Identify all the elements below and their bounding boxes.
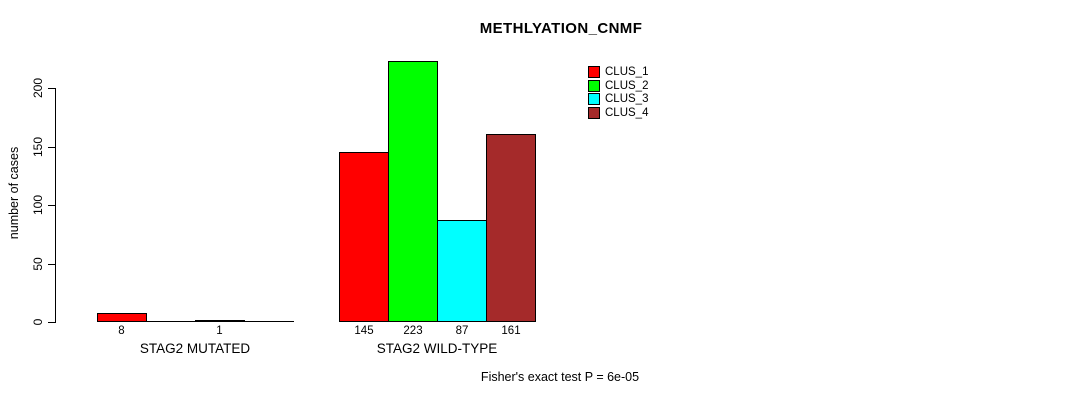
bar-clus_1-stag2-mutated: [96, 313, 147, 322]
legend-swatch-clus_2: [588, 79, 600, 92]
bar-value-label: 223: [403, 325, 423, 337]
y-tick: [48, 204, 55, 206]
y-tick: [48, 146, 55, 148]
y-tick: [48, 87, 55, 89]
legend-label: CLUS_2: [605, 79, 649, 92]
y-tick-label: 100: [31, 194, 45, 216]
bar-value-label: 145: [354, 325, 374, 337]
x-group-label-stag2-mutated: STAG2 MUTATED: [139, 341, 251, 356]
bar-clus_4-stag2-wild-type: [486, 134, 536, 322]
y-tick-label: 0: [31, 318, 45, 326]
y-tick-label: 150: [31, 136, 45, 157]
legend-swatch-clus_3: [588, 93, 600, 105]
legend-label: CLUS_3: [605, 93, 649, 105]
y-tick-label: 50: [31, 256, 45, 271]
y-tick: [48, 321, 55, 323]
bar-value-label: 161: [501, 325, 521, 337]
legend-label: CLUS_4: [605, 106, 649, 119]
bar-clus_4-stag2-mutated: [243, 321, 294, 322]
y-tick-label: 200: [31, 77, 45, 99]
y-axis-label: number of cases: [7, 146, 21, 240]
bar-clus_1-stag2-wild-type: [339, 152, 389, 322]
legend-item-clus_4: CLUS_4: [588, 106, 649, 119]
fisher-test-annotation: Fisher's exact test P = 6e-05: [480, 370, 640, 384]
bar-value-label: 8: [118, 325, 125, 337]
bar-clus_3-stag2-wild-type: [437, 220, 487, 322]
legend: CLUS_1 CLUS_2 CLUS_3 CLUS_4: [588, 66, 648, 120]
bar-value-label: 1: [216, 325, 223, 337]
legend-swatch-clus_1: [588, 66, 600, 78]
bar-clus_3-stag2-mutated: [194, 320, 245, 322]
chart-title: METHLYATION_CNMF: [479, 20, 643, 37]
bar-clus_2-stag2-mutated: [145, 321, 196, 322]
y-tick: [48, 263, 55, 265]
legend-label: CLUS_1: [605, 66, 649, 78]
legend-swatch-clus_4: [588, 106, 600, 119]
bar-value-label: 87: [455, 325, 469, 337]
legend-item-clus_1: CLUS_1: [588, 66, 648, 78]
y-axis-line: [55, 88, 56, 323]
bar-clus_2-stag2-wild-type: [388, 61, 438, 322]
legend-item-clus_2: CLUS_2: [588, 79, 649, 92]
legend-item-clus_3: CLUS_3: [588, 93, 648, 105]
x-group-label-stag2-wild-type: STAG2 WILD-TYPE: [376, 341, 498, 356]
